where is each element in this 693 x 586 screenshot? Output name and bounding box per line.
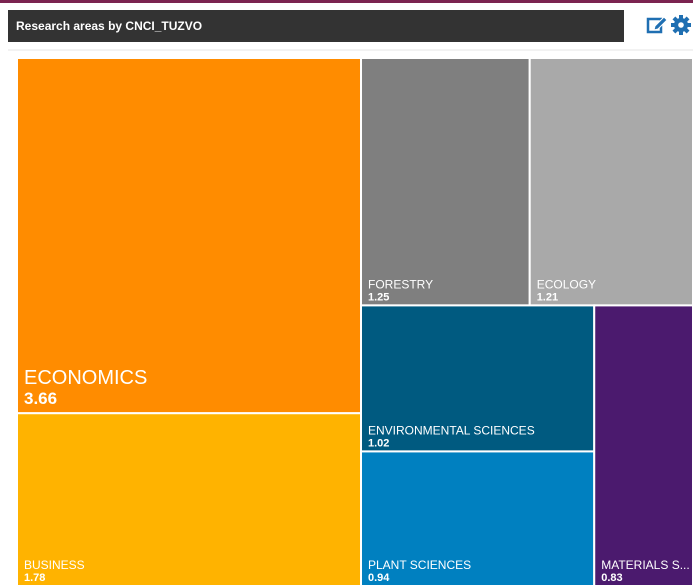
tile-value: 0.94 (368, 572, 390, 584)
treemap-tile (593, 304, 693, 586)
tile-value: 3.66 (24, 389, 57, 408)
tile-name: MATERIALS S... (601, 558, 689, 572)
treemap-tile (16, 412, 363, 586)
header-bar (8, 10, 624, 42)
treemap-tile (16, 57, 363, 415)
tile-value: 1.78 (24, 572, 45, 584)
chart-title: Research areas by CNCI_TUZVO (16, 19, 202, 33)
tile-value: 1.02 (368, 437, 389, 449)
tile-value: 0.83 (601, 572, 622, 584)
tile-value: 1.25 (368, 291, 389, 303)
tile-name: ECONOMICS (24, 367, 147, 389)
top-accent (0, 0, 693, 3)
tile-name: PLANT SCIENCES (368, 558, 471, 572)
tile-value: 1.21 (537, 291, 558, 303)
treemap-tile (360, 57, 531, 307)
tile-name: FORESTRY (368, 277, 433, 291)
settings-icon[interactable] (671, 15, 691, 35)
tile-name: BUSINESS (24, 558, 85, 572)
treemap-tile (528, 57, 693, 307)
tile-name: ENVIRONMENTAL SCIENCES (368, 423, 535, 437)
tile-name: ECOLOGY (537, 277, 596, 291)
treemap-tile (360, 304, 596, 453)
edit-icon[interactable] (646, 16, 668, 34)
